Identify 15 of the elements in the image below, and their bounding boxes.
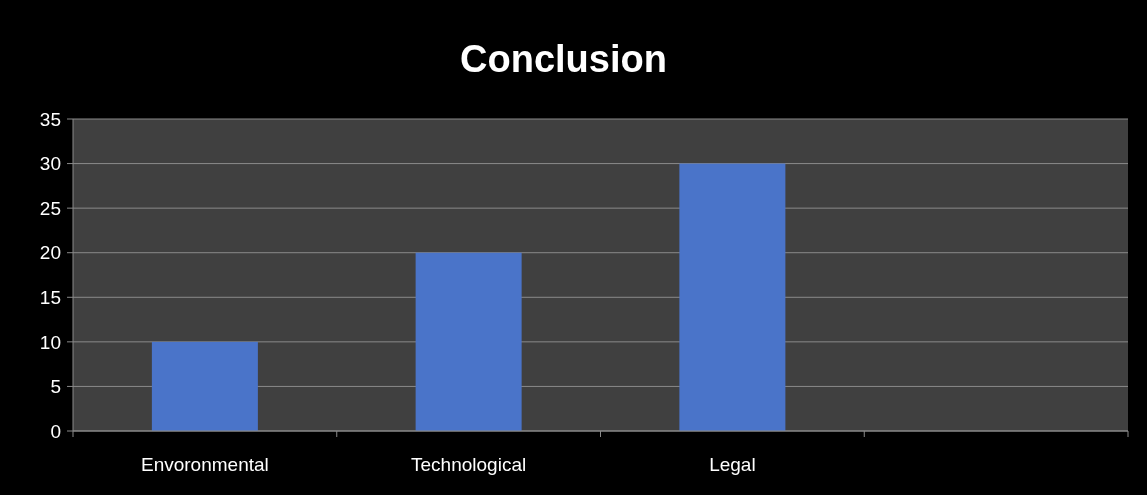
x-tick-label: Legal bbox=[709, 454, 756, 475]
y-tick-label: 15 bbox=[39, 286, 61, 308]
y-tick-label: 30 bbox=[39, 153, 61, 175]
chart-title: Conclusion bbox=[460, 38, 667, 80]
y-tick-label: 5 bbox=[50, 376, 61, 398]
x-tick-label: Envoronmental bbox=[140, 454, 269, 475]
bar bbox=[415, 252, 522, 431]
bar bbox=[151, 341, 258, 431]
y-tick-label: 10 bbox=[39, 331, 61, 353]
bar bbox=[679, 163, 786, 431]
y-tick-label: 25 bbox=[39, 197, 61, 219]
y-tick-label: 20 bbox=[39, 242, 61, 264]
y-tick-label: 35 bbox=[39, 108, 61, 130]
x-tick-label: Technological bbox=[411, 454, 527, 475]
y-tick-label: 0 bbox=[50, 420, 61, 442]
